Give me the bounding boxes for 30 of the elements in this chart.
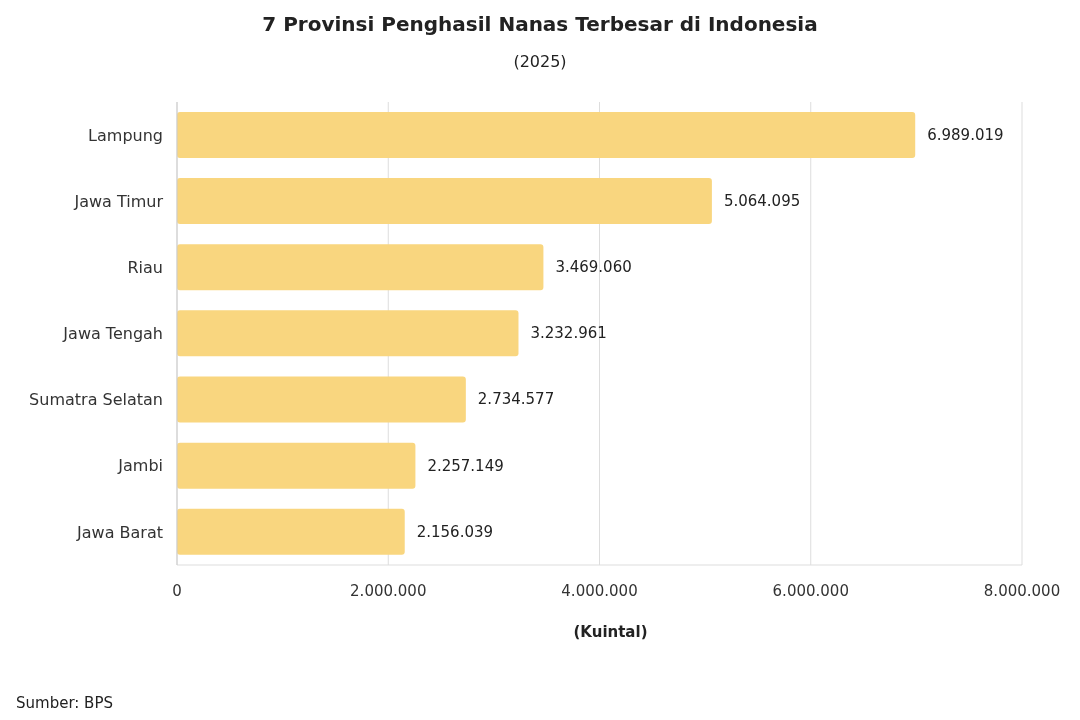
x-tick-label: 4.000.000 — [561, 581, 638, 600]
data-label: 5.064.095 — [723, 192, 801, 211]
y-tick-label: Riau — [127, 258, 163, 278]
x-tick-label: 8.000.000 — [983, 581, 1061, 600]
y-tick-label: Jawa Barat — [76, 522, 163, 542]
chart-subtitle: (2025) — [512, 52, 568, 71]
y-tick-label: Lampung — [88, 125, 163, 145]
chart-title: 7 Provinsi Penghasil Nanas Terbesar di Indonesia — [261, 12, 819, 36]
bar — [177, 508, 405, 555]
bar — [177, 442, 416, 489]
y-tick-label: Sumatra Selatan — [29, 390, 163, 410]
bar — [177, 310, 519, 357]
data-label: 3.469.060 — [555, 258, 632, 277]
data-label: 6.989.019 — [927, 125, 1004, 144]
bar — [177, 376, 466, 423]
y-tick-label: Jawa Tengah — [62, 324, 163, 344]
x-tick-label: 0 — [172, 581, 182, 600]
x-axis-title: (Kuintal) — [572, 623, 649, 641]
data-label: 3.232.961 — [530, 324, 607, 343]
text: Sumber: BPS — [16, 694, 113, 712]
bar — [177, 178, 712, 225]
x-tick-label: 6.000.000 — [772, 581, 849, 600]
bar — [177, 111, 916, 158]
y-tick-label: Jawa Timur — [73, 191, 164, 211]
data-label: 2.257.149 — [427, 456, 504, 475]
data-label: 2.156.039 — [416, 522, 494, 541]
data-label: 2.734.577 — [477, 390, 555, 409]
bar — [177, 244, 544, 291]
y-tick-label: Jambi — [117, 456, 163, 476]
x-tick-label: 2.000.000 — [350, 581, 427, 600]
